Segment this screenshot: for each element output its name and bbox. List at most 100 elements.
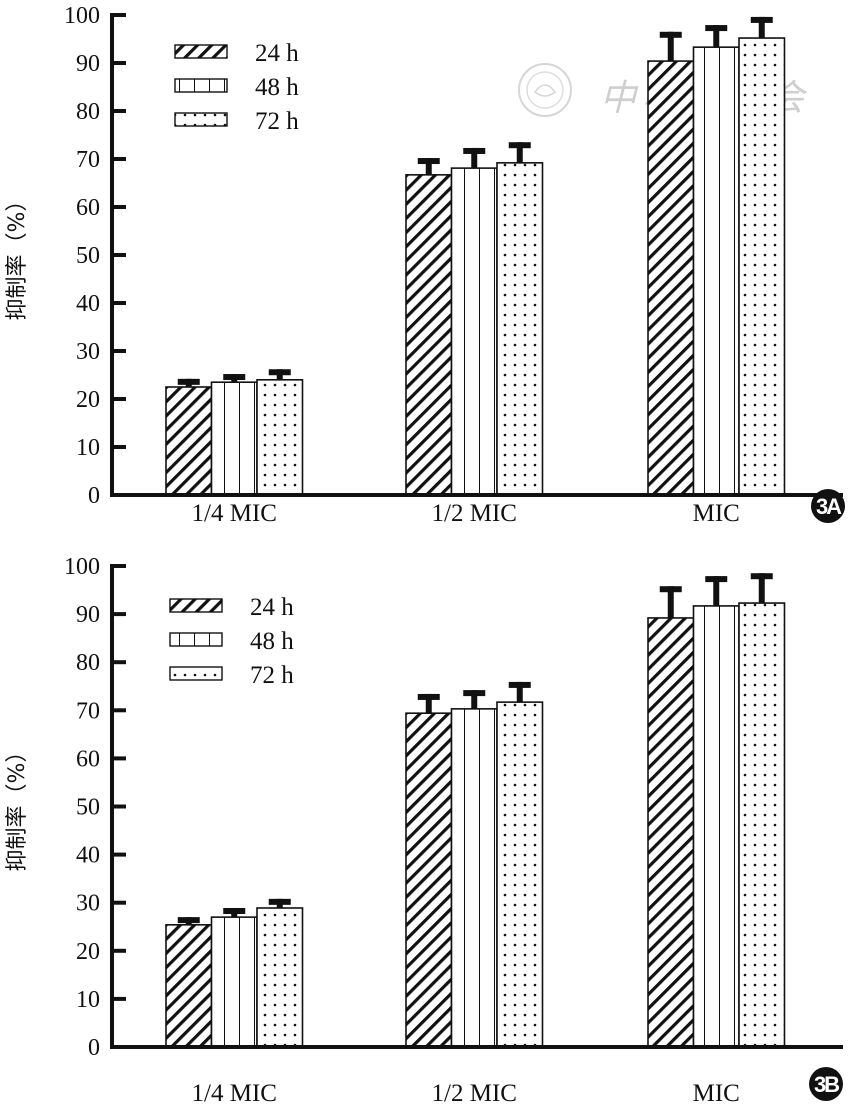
error-bar [425, 158, 432, 175]
legend-swatch [169, 598, 223, 613]
bar [692, 46, 740, 496]
bar [405, 712, 453, 1048]
panel-badge: 3A [811, 489, 845, 523]
error-bar [758, 573, 765, 604]
y-tick-label: 70 [76, 698, 100, 724]
y-tick-label: 0 [88, 483, 100, 509]
error-bar [471, 147, 478, 169]
y-tick-label: 90 [76, 51, 100, 77]
emblem-icon [518, 63, 572, 117]
chart-panel-3b: 抑制率（%） 0 10 20 30 40 50 60 70 80 90 100 1/4 MIC 1/2 M… [5, 554, 843, 1107]
legend-swatch [174, 112, 228, 127]
y-tick-label: 40 [76, 843, 100, 869]
error-bar [667, 586, 674, 618]
y-tick-label: 40 [76, 291, 100, 317]
legend-swatch [174, 78, 228, 93]
x-tick-label: 1/2 MIC [432, 500, 517, 527]
panel-badge-label: 3A [816, 494, 842, 519]
error-bar-cap [508, 681, 531, 688]
bar [450, 167, 498, 496]
panel-badge-circle [811, 489, 845, 523]
y-tick-label: 80 [76, 650, 100, 676]
error-bar-cap [463, 690, 486, 697]
error-bar-cap [463, 147, 486, 154]
error-bar-cap [177, 917, 200, 924]
y-tick-label: 10 [76, 435, 100, 461]
y-tick-label: 30 [76, 891, 100, 917]
error-bar-cap [177, 378, 200, 385]
bar [647, 60, 695, 496]
panel-badge-label: 3B [814, 1072, 839, 1097]
error-bar-cap [508, 142, 531, 149]
bar [692, 605, 740, 1048]
y-tick-label: 50 [76, 795, 100, 821]
panel-badge-circle [809, 1067, 843, 1101]
error-bar [713, 25, 720, 48]
bar [738, 37, 786, 496]
error-bar [667, 31, 674, 62]
y-tick-label: 60 [76, 746, 100, 772]
y-tick-label: 60 [76, 195, 100, 221]
y-tick-label: 100 [64, 554, 100, 580]
error-bar [758, 16, 765, 39]
bar [256, 907, 304, 1048]
x-tick-label: 1/4 MIC [192, 1080, 277, 1107]
x-tick-label: MIC [693, 500, 740, 527]
y-tick-label: 0 [88, 1035, 100, 1061]
bar [496, 162, 544, 496]
legend-swatch [169, 666, 223, 681]
legend-label: 48 h [250, 628, 294, 655]
legend-swatch [174, 44, 228, 59]
y-axis-label: 抑制率（%） [5, 741, 30, 872]
error-bar-cap [705, 25, 728, 32]
chart-panel-3a: 抑制率（%） 0 10 20 30 40 50 60 70 80 90 100 1/4 MIC 1/2 M… [5, 3, 845, 527]
error-bar-cap [268, 898, 291, 905]
y-tick-label: 80 [76, 99, 100, 125]
bar [210, 381, 258, 496]
error-bar-cap [417, 693, 440, 700]
legend-label: 72 h [250, 662, 294, 689]
bar [165, 386, 213, 496]
y-tick-label: 90 [76, 602, 100, 628]
panel-badge: 3B [809, 1067, 843, 1101]
error-bar [713, 576, 720, 606]
legend-label: 24 h [255, 40, 299, 67]
legend-swatch [169, 632, 223, 647]
x-tick-label: 1/4 MIC [192, 500, 277, 527]
x-tick-label: 1/2 MIC [432, 1080, 517, 1107]
error-bar [471, 690, 478, 709]
x-tick-label: MIC [693, 1080, 740, 1107]
error-bar [516, 681, 523, 703]
legend-label: 48 h [255, 74, 299, 101]
error-bar-cap [659, 586, 682, 593]
bar [256, 378, 304, 496]
error-bar [425, 693, 432, 714]
error-bar-cap [705, 576, 728, 583]
error-bar-cap [750, 16, 773, 23]
y-tick-label: 30 [76, 339, 100, 365]
bar [165, 924, 213, 1048]
bar [496, 701, 544, 1048]
error-bar-cap [659, 31, 682, 38]
legend: 24 h 48 h 72 h [169, 594, 294, 689]
legend-label: 72 h [255, 108, 299, 135]
bar [405, 174, 453, 496]
bar [647, 617, 695, 1048]
bar [450, 708, 498, 1048]
error-bar-cap [268, 369, 291, 376]
error-bar-cap [750, 573, 773, 580]
y-tick-label: 10 [76, 987, 100, 1013]
y-axis-label: 抑制率（%） [5, 190, 30, 321]
error-bar [516, 142, 523, 163]
y-tick-label: 100 [64, 3, 100, 29]
error-bar-cap [223, 907, 246, 914]
error-bar-cap [223, 374, 246, 381]
y-tick-label: 50 [76, 243, 100, 269]
y-tick-label: 20 [76, 387, 100, 413]
error-bar-cap [417, 158, 440, 165]
y-tick-label: 70 [76, 147, 100, 173]
y-tick-label: 20 [76, 939, 100, 965]
legend-label: 24 h [250, 594, 294, 621]
bar [738, 602, 786, 1048]
